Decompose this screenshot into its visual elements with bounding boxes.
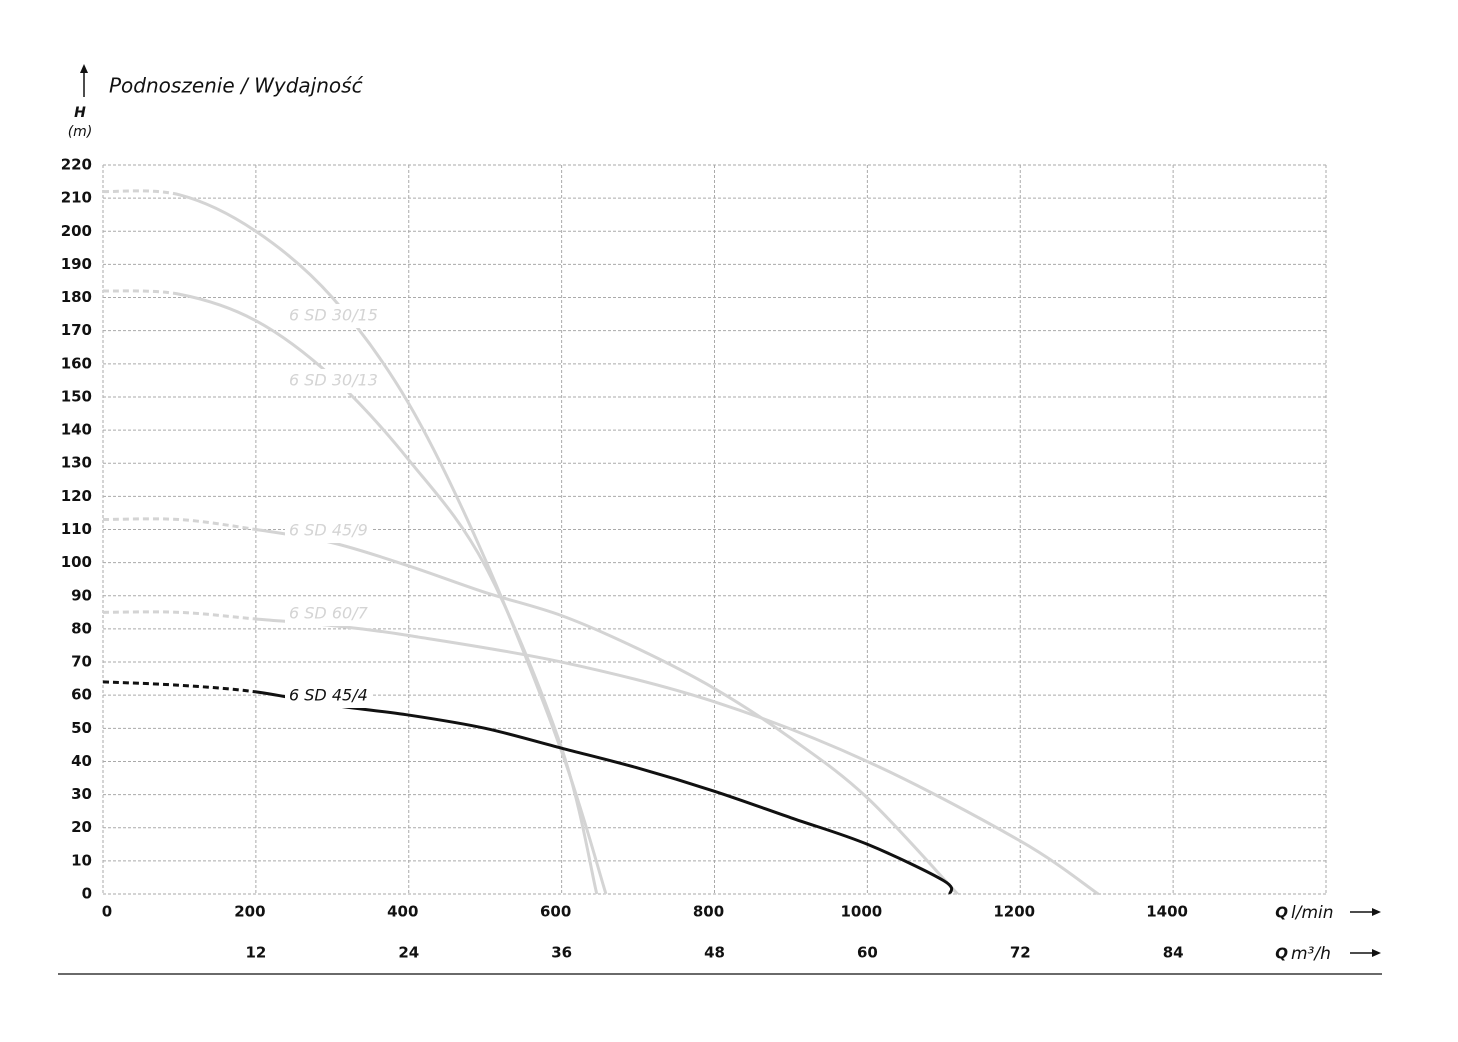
curve-label-bg — [285, 519, 371, 543]
y-tick-label: 140 — [61, 421, 92, 439]
curve-label: 6 SD 30/13 — [289, 371, 378, 390]
y-axis-unit: (m) — [68, 124, 93, 140]
curve-label-bg — [285, 304, 371, 328]
y-tick-label: 80 — [71, 619, 92, 637]
y-tick-label: 90 — [71, 586, 92, 604]
x2-axis-symbol: Q — [1275, 945, 1288, 963]
x-tick-label: 0 — [102, 903, 112, 921]
x-arrow-head — [1372, 908, 1381, 916]
y-tick-label: 180 — [61, 288, 92, 306]
y-tick-label: 170 — [61, 321, 92, 339]
x-tick-label: 1400 — [1146, 903, 1188, 921]
pump-curve — [102, 517, 959, 896]
x-tick-label: 1000 — [841, 903, 883, 921]
y-tick-label: 150 — [61, 387, 92, 405]
curve-label-bg — [285, 602, 371, 626]
y-axis-symbol: H — [74, 105, 86, 121]
y-tick-label: 220 — [61, 156, 92, 174]
y-tick-label: 40 — [71, 752, 92, 770]
y-arrow-head — [80, 64, 88, 73]
y-tick-label: 0 — [82, 885, 92, 903]
curve-label: 6 SD 30/15 — [289, 306, 378, 325]
y-tick-label: 130 — [61, 454, 92, 472]
x2-tick-label: 72 — [1010, 944, 1031, 962]
y-tick-label: 100 — [61, 553, 92, 571]
curve-label: 6 SD 45/9 — [289, 521, 368, 540]
x2-arrow-head — [1372, 949, 1381, 957]
x-tick-label: 200 — [234, 903, 265, 921]
chart-title: Podnoszenie / Wydajność — [109, 74, 364, 98]
x-axis-unit: l/min — [1291, 903, 1334, 923]
y-tick-label: 60 — [71, 686, 92, 704]
y-tick-label: 160 — [61, 354, 92, 372]
x-axis-symbol: Q — [1275, 904, 1288, 922]
x2-axis-unit: m³/h — [1291, 944, 1331, 964]
y-tick-label: 110 — [61, 520, 92, 538]
y-tick-label: 190 — [61, 255, 92, 273]
pump-curve — [102, 680, 954, 895]
x-tick-label: 800 — [693, 903, 724, 921]
curve-label-bg — [285, 369, 371, 393]
x-tick-label: 400 — [387, 903, 418, 921]
curve-label-bg — [285, 684, 371, 708]
x2-tick-label: 60 — [857, 944, 878, 962]
x2-tick-label: 24 — [398, 944, 419, 962]
y-tick-label: 20 — [71, 818, 92, 836]
y-tick-label: 120 — [61, 487, 92, 505]
y-tick-label: 70 — [71, 653, 92, 671]
x2-tick-label: 48 — [704, 944, 725, 962]
y-tick-label: 10 — [71, 851, 92, 869]
curve-label: 6 SD 60/7 — [289, 604, 369, 623]
y-tick-label: 200 — [61, 222, 92, 240]
y-tick-label: 210 — [61, 189, 92, 207]
y-tick-label: 50 — [71, 719, 92, 737]
x2-tick-label: 84 — [1163, 944, 1184, 962]
pump-curve — [102, 610, 1100, 896]
x-tick-label: 600 — [540, 903, 571, 921]
y-tick-label: 30 — [71, 785, 92, 803]
x2-tick-label: 12 — [245, 944, 266, 962]
curve-label: 6 SD 45/4 — [289, 686, 368, 705]
x-tick-label: 1200 — [993, 903, 1035, 921]
x2-tick-label: 36 — [551, 944, 572, 962]
